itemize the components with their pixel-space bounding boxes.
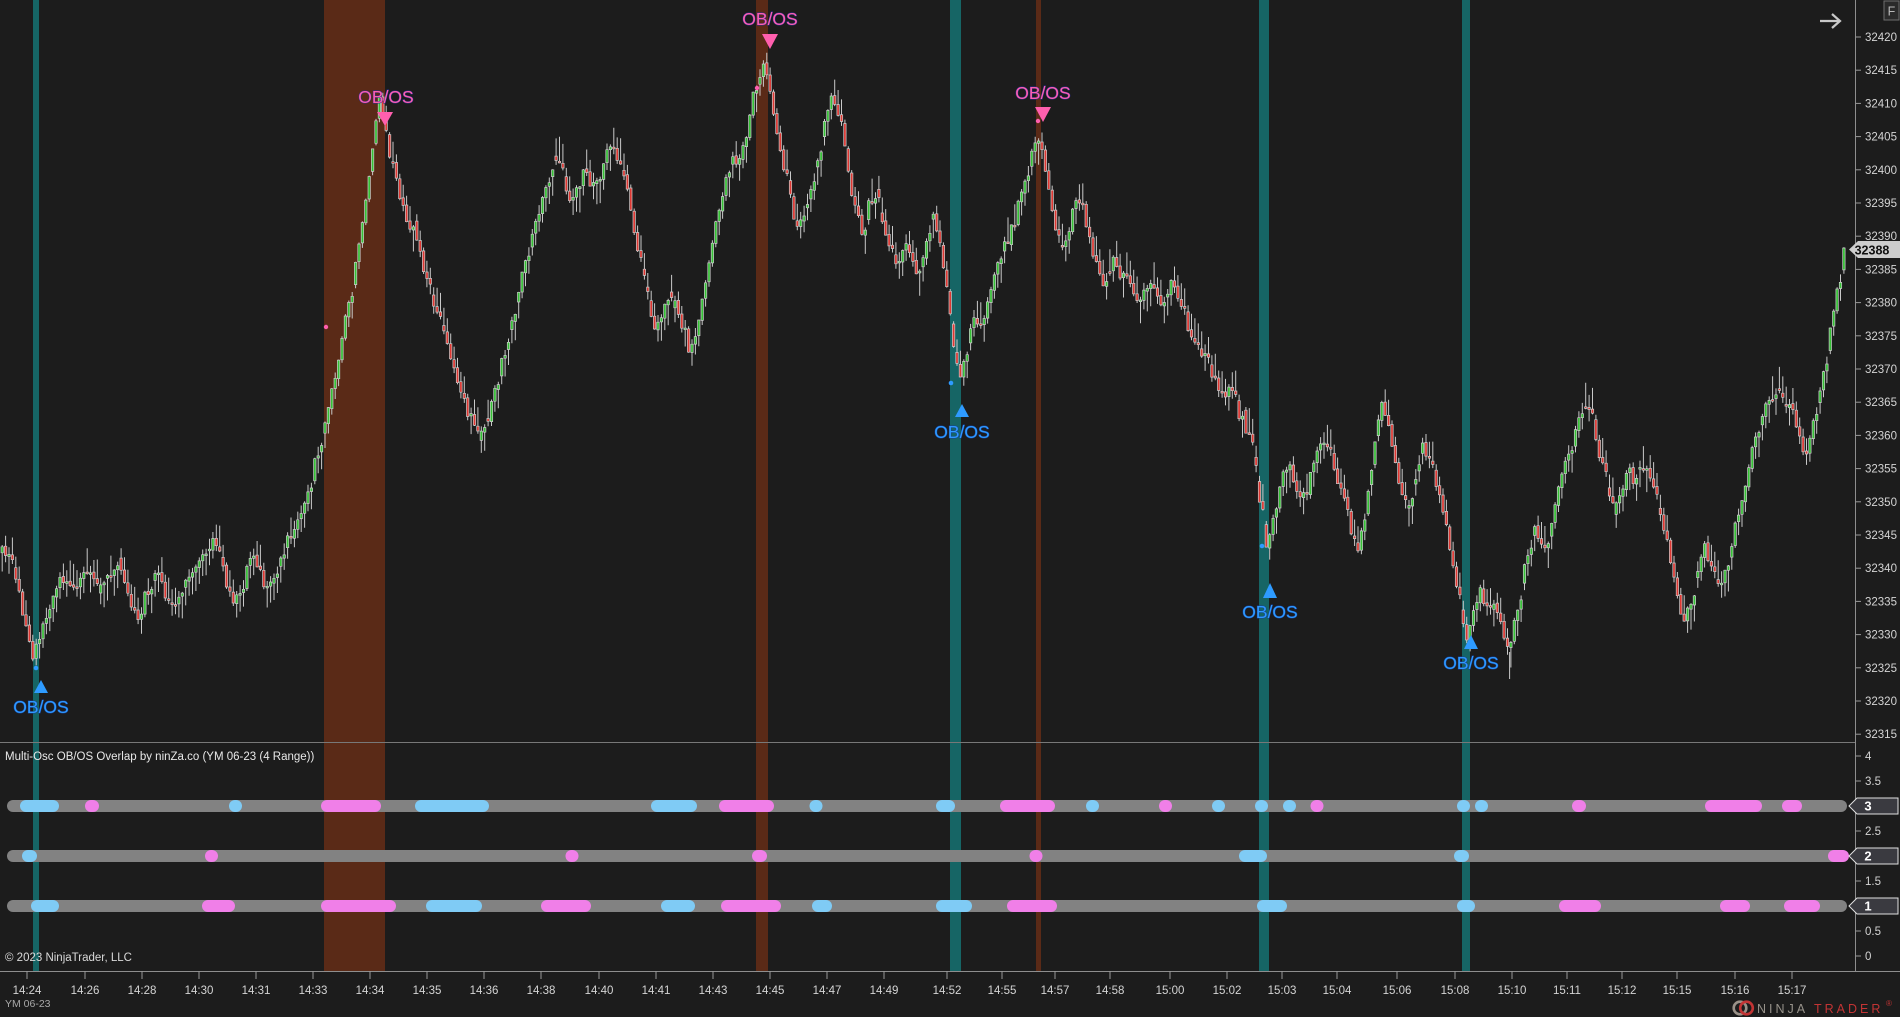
svg-text:3.5: 3.5	[1865, 776, 1881, 788]
svg-text:© 2023 NinjaTrader, LLC: © 2023 NinjaTrader, LLC	[5, 952, 132, 964]
svg-text:14:49: 14:49	[870, 985, 899, 997]
svg-text:0: 0	[1865, 951, 1871, 963]
svg-text:32350: 32350	[1865, 497, 1897, 509]
svg-text:TRADER: TRADER	[1814, 1002, 1883, 1016]
svg-text:14:31: 14:31	[242, 985, 271, 997]
svg-text:®: ®	[1886, 999, 1892, 1008]
svg-text:OB/OS: OB/OS	[934, 422, 989, 442]
svg-text:14:34: 14:34	[356, 985, 385, 997]
svg-text:15:12: 15:12	[1608, 985, 1637, 997]
svg-text:NINJA: NINJA	[1757, 1002, 1808, 1016]
svg-text:OB/OS: OB/OS	[1015, 83, 1070, 103]
svg-text:32405: 32405	[1865, 132, 1897, 144]
svg-text:14:30: 14:30	[185, 985, 214, 997]
svg-text:32390: 32390	[1865, 231, 1897, 243]
svg-text:OB/OS: OB/OS	[742, 9, 797, 29]
svg-text:32370: 32370	[1865, 364, 1897, 376]
svg-text:4: 4	[1865, 751, 1872, 763]
svg-text:F: F	[1888, 5, 1896, 19]
svg-text:14:58: 14:58	[1096, 985, 1125, 997]
svg-text:32395: 32395	[1865, 198, 1897, 210]
svg-text:OB/OS: OB/OS	[13, 697, 68, 717]
svg-text:15:00: 15:00	[1156, 985, 1185, 997]
svg-text:32365: 32365	[1865, 397, 1897, 409]
svg-text:32320: 32320	[1865, 696, 1897, 708]
svg-text:15:10: 15:10	[1498, 985, 1527, 997]
svg-text:15:17: 15:17	[1778, 985, 1807, 997]
svg-text:YM 06-23: YM 06-23	[5, 998, 51, 1010]
svg-text:15:04: 15:04	[1323, 985, 1352, 997]
svg-text:15:11: 15:11	[1553, 985, 1581, 997]
svg-text:0.5: 0.5	[1865, 926, 1881, 938]
svg-text:3: 3	[1864, 799, 1871, 814]
svg-text:14:36: 14:36	[470, 985, 499, 997]
svg-text:32400: 32400	[1865, 165, 1897, 177]
svg-text:1: 1	[1864, 899, 1871, 914]
svg-text:32375: 32375	[1865, 331, 1897, 343]
svg-text:32360: 32360	[1865, 430, 1897, 442]
svg-text:14:55: 14:55	[988, 985, 1017, 997]
svg-text:14:57: 14:57	[1041, 985, 1070, 997]
svg-text:32335: 32335	[1865, 596, 1897, 608]
svg-text:32345: 32345	[1865, 530, 1897, 542]
svg-text:OB/OS: OB/OS	[358, 87, 413, 107]
svg-text:15:03: 15:03	[1268, 985, 1297, 997]
svg-text:OB/OS: OB/OS	[1443, 653, 1498, 673]
svg-text:2: 2	[1864, 849, 1871, 864]
svg-text:Multi-Osc OB/OS Overlap by nin: Multi-Osc OB/OS Overlap by ninZa.co (YM …	[5, 751, 314, 763]
svg-text:32385: 32385	[1865, 264, 1897, 276]
svg-text:14:43: 14:43	[699, 985, 728, 997]
svg-text:32420: 32420	[1865, 32, 1897, 44]
svg-text:32315: 32315	[1865, 729, 1897, 741]
svg-text:15:02: 15:02	[1213, 985, 1242, 997]
svg-text:32330: 32330	[1865, 630, 1897, 642]
svg-text:15:16: 15:16	[1721, 985, 1750, 997]
svg-text:2.5: 2.5	[1865, 826, 1881, 838]
svg-text:32355: 32355	[1865, 464, 1897, 476]
svg-text:14:52: 14:52	[933, 985, 962, 997]
svg-text:15:08: 15:08	[1441, 985, 1470, 997]
svg-text:15:15: 15:15	[1663, 985, 1692, 997]
svg-text:14:33: 14:33	[299, 985, 328, 997]
svg-text:32380: 32380	[1865, 298, 1897, 310]
svg-text:32325: 32325	[1865, 663, 1897, 675]
svg-text:14:28: 14:28	[128, 985, 157, 997]
svg-text:14:38: 14:38	[527, 985, 556, 997]
svg-text:OB/OS: OB/OS	[1242, 602, 1297, 622]
svg-text:14:41: 14:41	[642, 985, 671, 997]
svg-text:32410: 32410	[1865, 98, 1897, 110]
svg-text:14:45: 14:45	[756, 985, 785, 997]
svg-text:14:26: 14:26	[71, 985, 100, 997]
svg-text:15:06: 15:06	[1383, 985, 1412, 997]
svg-text:32340: 32340	[1865, 563, 1897, 575]
svg-text:32415: 32415	[1865, 65, 1897, 77]
svg-text:14:24: 14:24	[13, 985, 42, 997]
svg-text:32388: 32388	[1855, 244, 1890, 258]
svg-text:14:40: 14:40	[585, 985, 614, 997]
svg-text:14:35: 14:35	[413, 985, 442, 997]
svg-text:14:47: 14:47	[813, 985, 842, 997]
svg-text:1.5: 1.5	[1865, 876, 1881, 888]
